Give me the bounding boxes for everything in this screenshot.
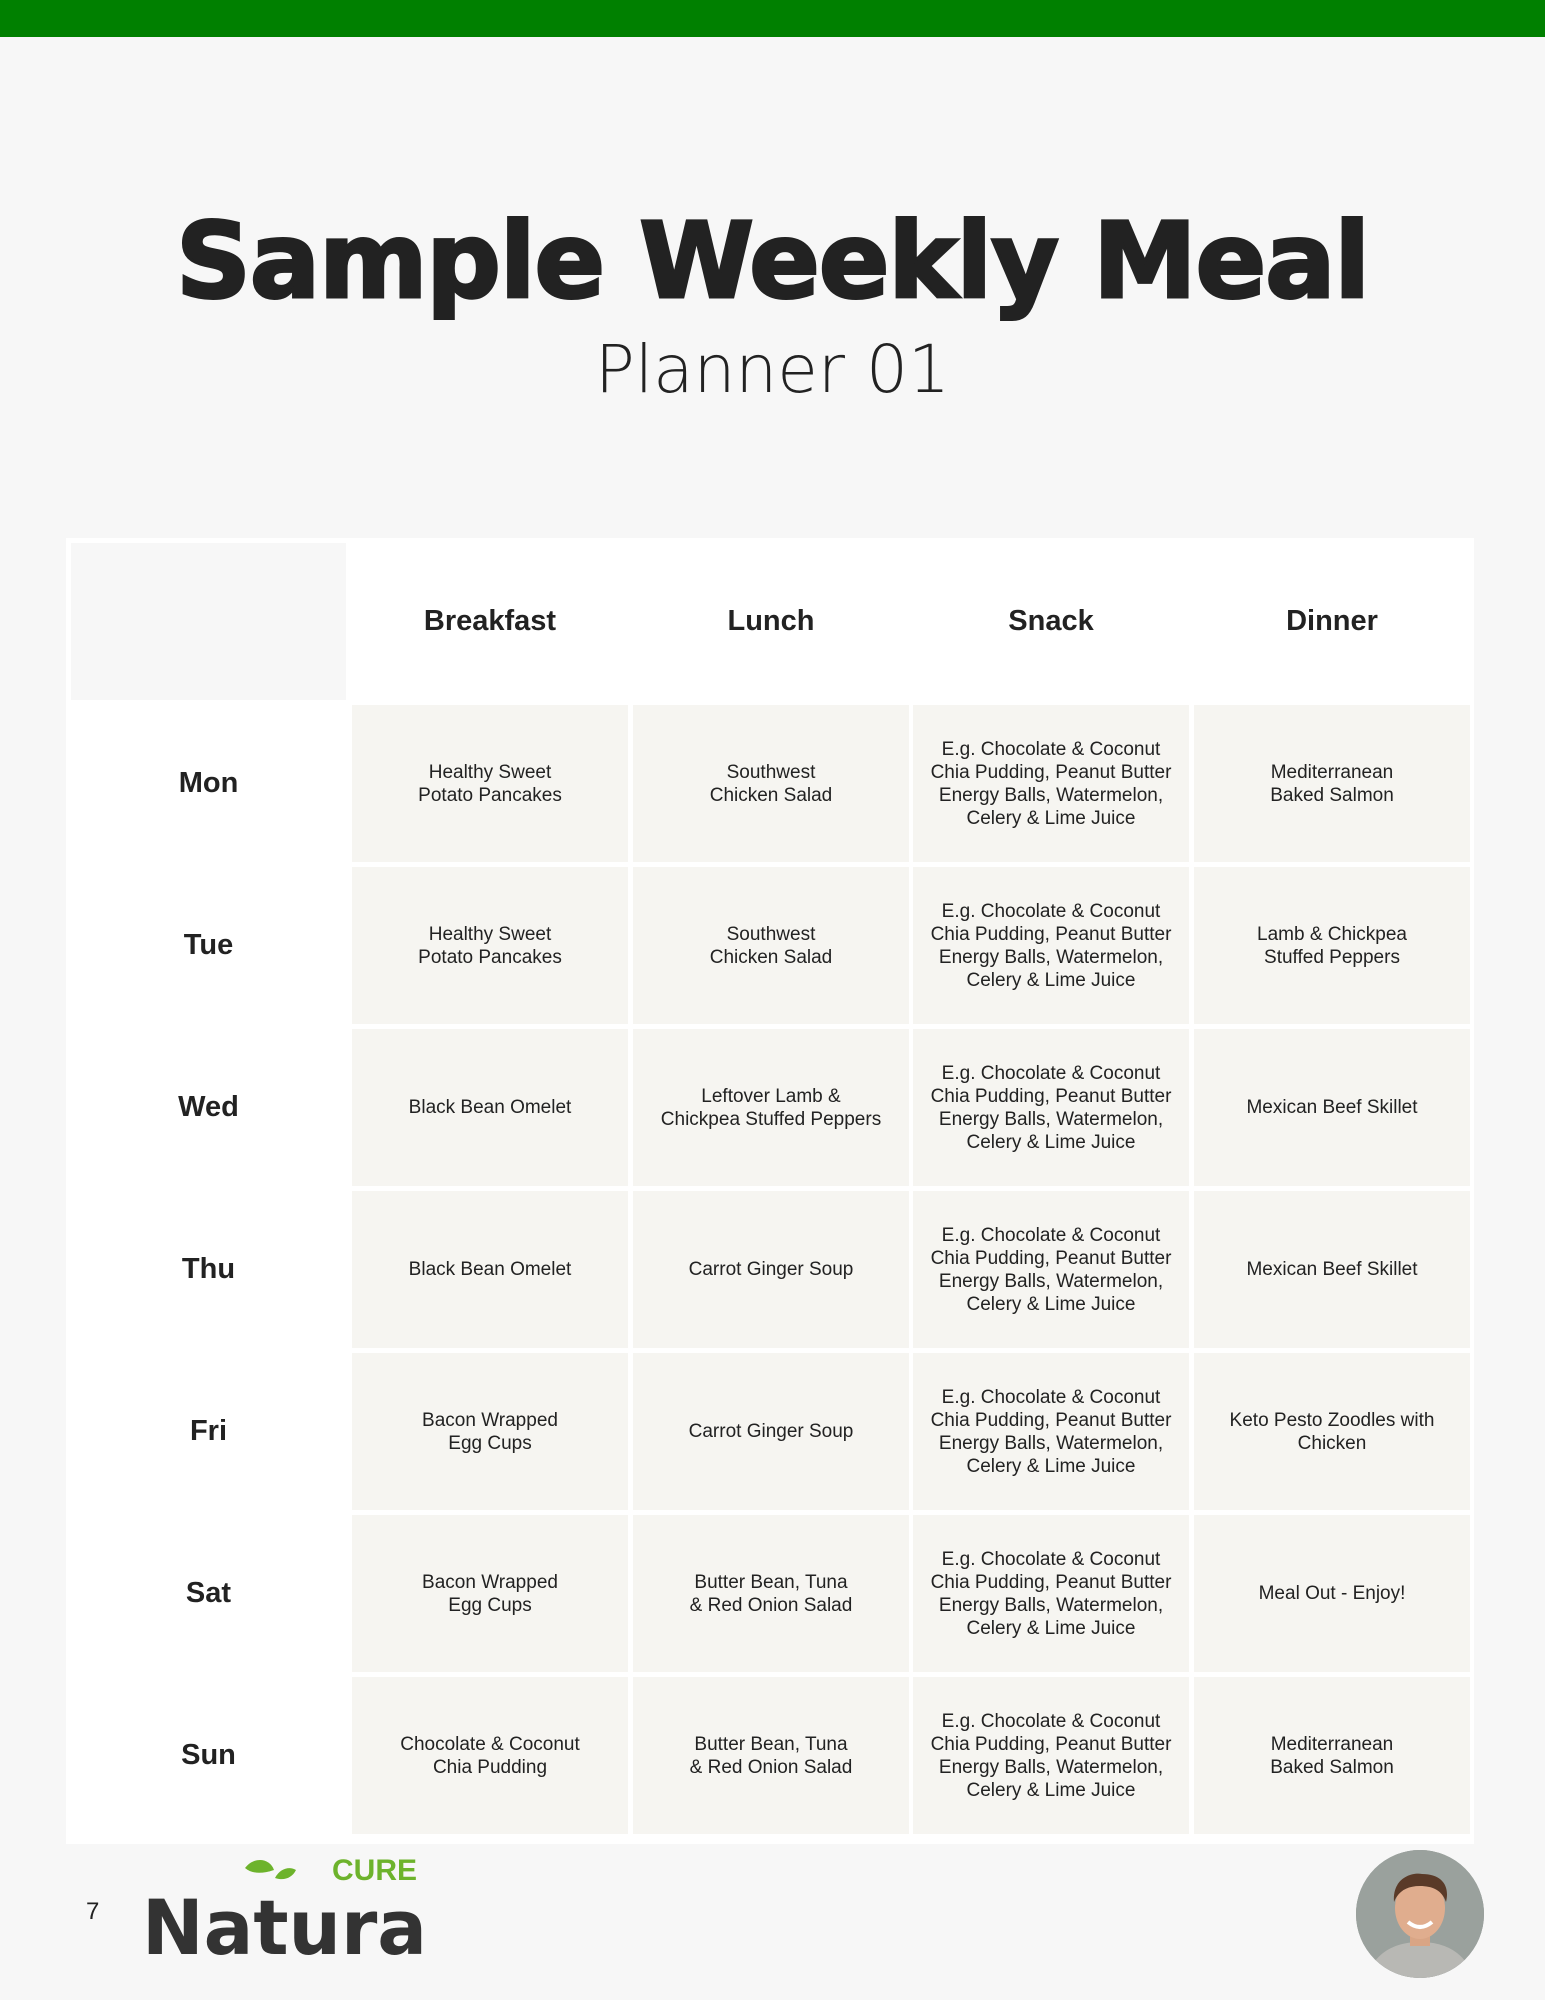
meal-cell: Keto Pesto Zoodles with Chicken (1194, 1353, 1470, 1510)
meal-cell: E.g. Chocolate & Coconut Chia Pudding, P… (913, 1029, 1189, 1186)
day-label-wed: Wed (178, 1091, 239, 1123)
meal-cell: Healthy Sweet Potato Pancakes (352, 705, 628, 862)
meal-cell: E.g. Chocolate & Coconut Chia Pudding, P… (913, 1515, 1189, 1672)
meal-cell: E.g. Chocolate & Coconut Chia Pudding, P… (913, 1677, 1189, 1834)
meal-cell: Healthy Sweet Potato Pancakes (352, 867, 628, 1024)
day-label-tue: Tue (183, 929, 234, 961)
day-label-thu: Thu (181, 1253, 236, 1285)
author-avatar (1356, 1850, 1484, 1978)
page-title: Sample Weekly Meal (174, 200, 1371, 322)
column-header-snack: Snack (1008, 605, 1094, 637)
meal-cell: Meal Out - Enjoy! (1194, 1515, 1470, 1672)
meal-cell: Southwest Chicken Salad (633, 867, 909, 1024)
day-label-sat: Sat (185, 1577, 232, 1609)
meal-cell: E.g. Chocolate & Coconut Chia Pudding, P… (913, 1191, 1189, 1348)
page-subtitle: Planner 01 (595, 331, 950, 408)
meal-cell: Carrot Ginger Soup (633, 1353, 909, 1510)
day-label-fri: Fri (189, 1415, 228, 1447)
meal-cell: Chocolate & Coconut Chia Pudding (352, 1677, 628, 1834)
meal-cell: E.g. Chocolate & Coconut Chia Pudding, P… (913, 867, 1189, 1024)
meal-cell: Mexican Beef Skillet (1194, 1029, 1470, 1186)
logo-word: Natura (142, 1883, 427, 1958)
day-label-sun: Sun (181, 1739, 236, 1771)
meal-cell: Bacon Wrapped Egg Cups (352, 1515, 628, 1672)
corner-cell (71, 543, 346, 700)
meal-cell: E.g. Chocolate & Coconut Chia Pudding, P… (913, 705, 1189, 862)
column-header-breakfast: Breakfast (423, 605, 557, 637)
meal-cell: Mediterranean Baked Salmon (1194, 705, 1470, 862)
meal-cell: Leftover Lamb & Chickpea Stuffed Peppers (633, 1029, 909, 1186)
meal-cell: Southwest Chicken Salad (633, 705, 909, 862)
page-number: 7 (86, 1898, 100, 1925)
meal-cell: Mediterranean Baked Salmon (1194, 1677, 1470, 1834)
meal-cell: Lamb & Chickpea Stuffed Peppers (1194, 867, 1470, 1024)
column-header-dinner: Dinner (1286, 605, 1378, 637)
meal-cell: Butter Bean, Tuna & Red Onion Salad (633, 1515, 909, 1672)
meal-cell: Mexican Beef Skillet (1194, 1191, 1470, 1348)
meal-cell: Black Bean Omelet (352, 1191, 628, 1348)
day-label-mon: Mon (178, 767, 239, 799)
meal-cell: Butter Bean, Tuna & Red Onion Salad (633, 1677, 909, 1834)
natura-cure-logo: CURE Natura (142, 1854, 427, 1958)
meal-cell: Bacon Wrapped Egg Cups (352, 1353, 628, 1510)
meal-planner-table: Breakfast Lunch Snack Dinner Mon Healthy Swee… (66, 538, 1474, 1844)
meal-cell: Carrot Ginger Soup (633, 1191, 909, 1348)
meal-cell: Black Bean Omelet (352, 1029, 628, 1186)
meal-cell: E.g. Chocolate & Coconut Chia Pudding, P… (913, 1353, 1189, 1510)
column-header-lunch: Lunch (727, 605, 815, 637)
logo-tag: CURE (332, 1854, 417, 1887)
top-accent-bar (0, 0, 1545, 37)
